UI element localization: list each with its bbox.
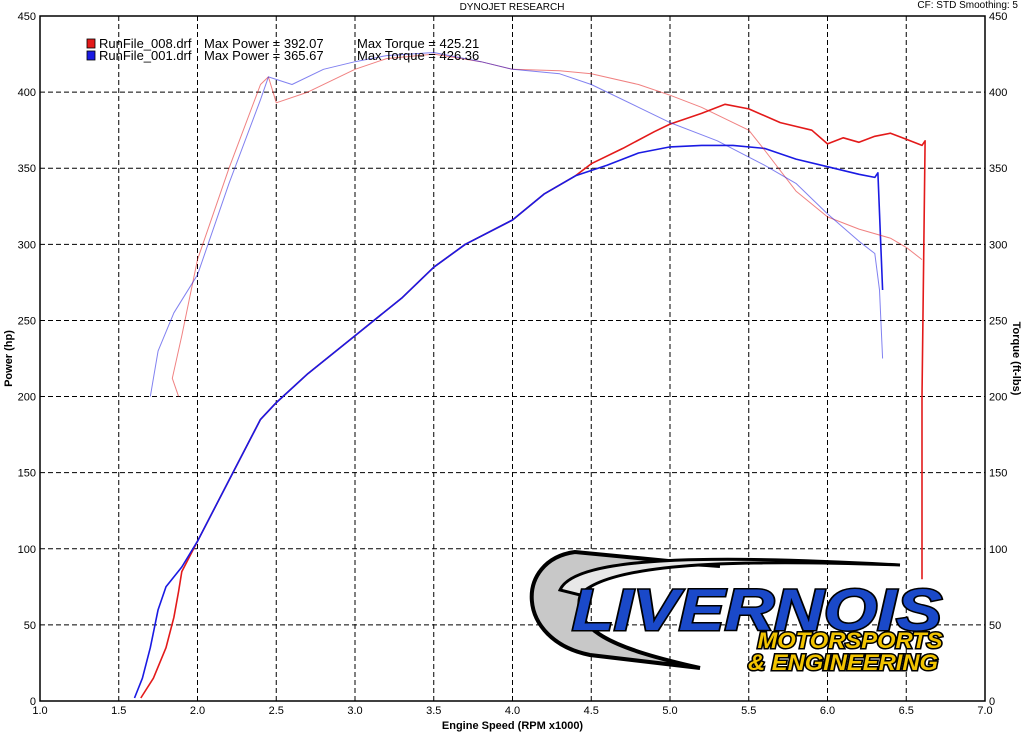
y2-tick-label: 350: [989, 163, 1007, 175]
logo-swoosh-top: [557, 557, 901, 597]
legend-max-torque: Max Torque = 426.36: [357, 48, 479, 63]
y-tick-label: 250: [18, 315, 36, 327]
x-tick-label: 1.0: [32, 705, 47, 717]
y-tick-label: 100: [18, 544, 36, 556]
axis-ticks: 1.0 1.5 2.0 2.5 3.0 3.5 4.0 4.5 5.0 5.5 6.0 6.5 7.00…: [3, 11, 1022, 732]
x-tick-label: 2.0: [190, 705, 205, 717]
legend-swatch: [86, 38, 96, 49]
series-lines: [133, 52, 926, 699]
series-torque-runfile-008-drf: [171, 53, 923, 397]
y2-tick-label: 400: [989, 87, 1007, 99]
y2-tick-label: 50: [989, 620, 1001, 632]
y-tick-label: 50: [24, 620, 36, 632]
x-tick-label: 5.5: [741, 705, 756, 717]
y2-tick-label: 300: [989, 239, 1007, 251]
legend-max-power: Max Power = 365.67: [204, 48, 324, 63]
y2-tick-label: 100: [989, 544, 1007, 556]
y2-tick-label: 0: [989, 696, 995, 708]
y-axis-label: Power (hp): [3, 330, 15, 387]
series-power-runfile-001-drf: [133, 144, 884, 699]
legend: RunFile_008.drf Max Power = 392.07 Max Tor…: [86, 36, 479, 63]
y-tick-label: 0: [30, 696, 36, 708]
logo-line1: LIVERNOIS: [572, 578, 942, 643]
x-tick-label: 2.5: [269, 705, 284, 717]
y2-axis-label: Torque (ft-lbs): [1010, 322, 1022, 396]
x-tick-label: 6.5: [899, 705, 914, 717]
y2-tick-label: 200: [989, 392, 1007, 404]
chart-title: DYNOJET RESEARCH: [459, 2, 565, 13]
series-torque-runfile-001-drf: [149, 52, 884, 397]
y-tick-label: 150: [18, 468, 36, 480]
legend-file: RunFile_001.drf: [99, 48, 192, 63]
y2-tick-label: 250: [989, 315, 1007, 327]
plot-border: [39, 15, 986, 702]
x-tick-label: 7.0: [977, 705, 992, 717]
correction-smoothing-readout: CF: STD Smoothing: 5: [917, 0, 1018, 11]
legend-max-torque: Max Torque = 425.21: [357, 36, 479, 51]
y-tick-label: 400: [18, 87, 36, 99]
y2-tick-label: 150: [989, 468, 1007, 480]
logo-line3: & ENGINEERING: [748, 650, 938, 675]
x-axis-label: Engine Speed (RPM x1000): [442, 720, 584, 732]
y-tick-label: 450: [18, 11, 36, 23]
legend-file: RunFile_008.drf: [99, 36, 192, 51]
x-tick-label: 6.0: [820, 705, 835, 717]
legend-max-power: Max Power = 392.07: [204, 36, 324, 51]
y-tick-label: 300: [18, 239, 36, 251]
logo-line2: MOTORSPORTS: [758, 628, 943, 653]
x-tick-label: 1.5: [111, 705, 126, 717]
y2-tick-label: 450: [989, 11, 1007, 23]
x-tick-label: 5.0: [662, 705, 677, 717]
x-tick-label: 3.0: [347, 705, 362, 717]
plot-frame: [39, 15, 986, 702]
y-tick-label: 200: [18, 392, 36, 404]
x-tick-label: 4.0: [505, 705, 520, 717]
x-tick-label: 4.5: [584, 705, 599, 717]
legend-swatch: [86, 50, 96, 61]
x-tick-label: 3.5: [426, 705, 441, 717]
y-tick-label: 350: [18, 163, 36, 175]
